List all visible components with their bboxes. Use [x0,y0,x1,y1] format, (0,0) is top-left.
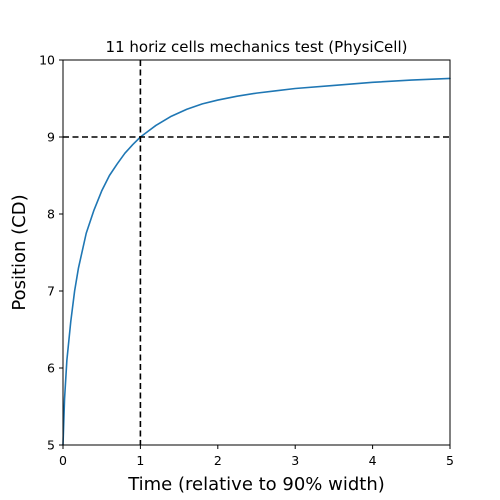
y-tick-label: 5 [47,438,55,453]
series-line-0 [62,77,451,446]
x-tick-label: 4 [369,453,377,468]
plot-frame [62,59,451,446]
chart-title: 11 horiz cells mechanics test (PhysiCell… [106,38,408,56]
x-tick-label: 0 [59,453,67,468]
x-axis: 0 1 2 3 4 5 [59,445,454,468]
y-axis: 5 6 7 8 9 10 [39,53,63,453]
y-tick-label: 6 [47,361,55,376]
x-tick-label: 3 [291,453,299,468]
y-tick-label: 7 [47,284,55,299]
plot-area [62,60,451,446]
y-tick-label: 9 [47,130,55,145]
y-axis-label: Position (CD) [9,194,30,310]
y-tick-label: 8 [47,207,55,222]
x-tick-label: 1 [136,453,144,468]
x-tick-label: 2 [214,453,222,468]
y-tick-label: 10 [39,53,55,68]
x-axis-label: Time (relative to 90% width) [127,474,385,495]
x-tick-label: 5 [446,453,454,468]
